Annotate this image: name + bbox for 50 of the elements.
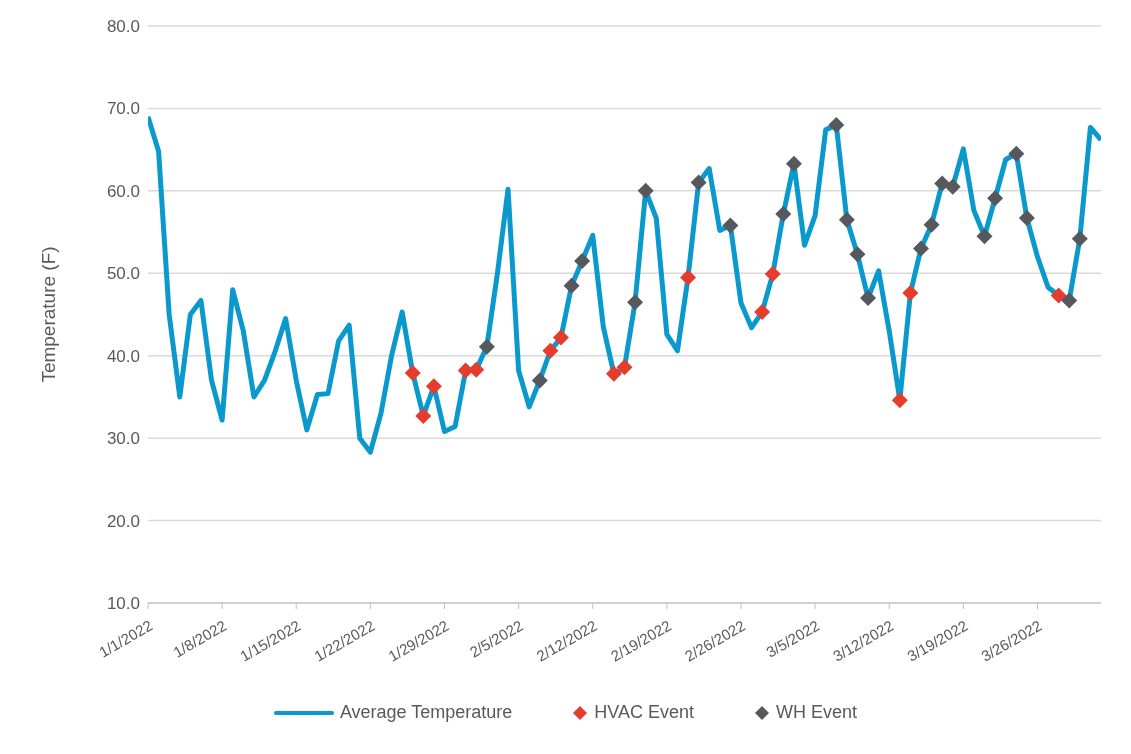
point [944,178,961,195]
point [680,269,697,286]
point [754,304,771,321]
point [574,252,591,269]
y-tick-label: 60.0 [106,181,140,201]
point [415,407,432,424]
point [605,365,622,382]
point [764,266,781,283]
point [637,182,654,199]
point [775,205,792,222]
y-tick-label: 10.0 [106,594,140,614]
point [891,392,908,409]
point [552,329,569,346]
y-axis-title: Temperature (F) [37,246,59,383]
point [478,338,495,355]
point [627,294,644,311]
y-tick-label: 70.0 [106,99,140,119]
point [923,216,940,233]
point [860,290,877,307]
y-tick-label: 40.0 [106,346,140,366]
legend-label: WH Event [776,702,858,723]
point [785,155,802,172]
point [1008,145,1025,162]
point [912,240,929,257]
point [690,174,707,191]
point [1061,292,1078,309]
point [616,359,633,376]
point [849,246,866,263]
point [1050,287,1067,304]
point [531,372,548,389]
point [828,116,845,133]
legend-label: Average Temperature [339,702,513,723]
point [468,361,485,378]
point [838,211,855,228]
y-tick-label: 80.0 [106,17,140,37]
point [425,378,442,395]
y-tick-label: 30.0 [106,429,140,449]
point [722,217,739,234]
point [542,342,559,359]
point [563,277,580,294]
point [1018,210,1035,227]
y-tick-label: 20.0 [106,511,140,531]
y-tick-label: 50.0 [106,264,140,284]
point [902,285,919,302]
legend-label: HVAC Event [594,702,695,723]
point [976,228,993,245]
point [934,175,951,192]
point [404,365,421,382]
point [987,190,1004,207]
point [1071,230,1088,247]
